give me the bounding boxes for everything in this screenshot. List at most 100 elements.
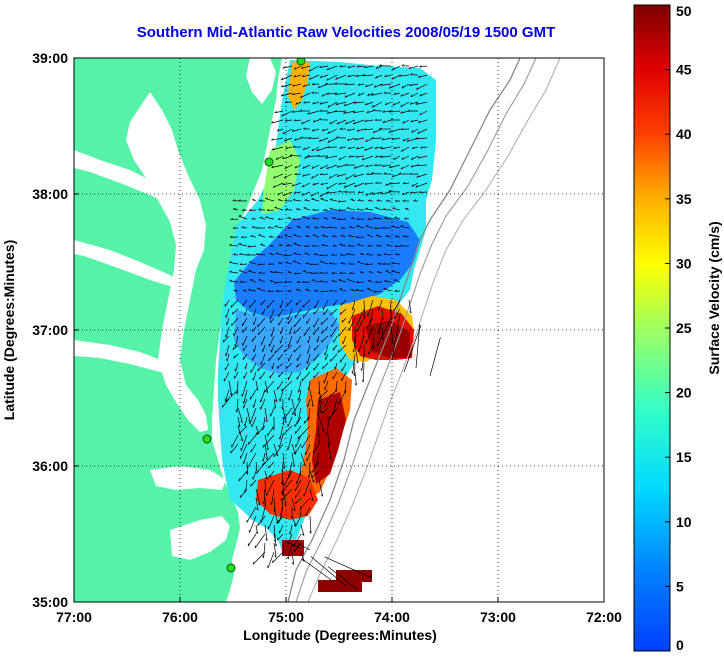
velocity-arrow	[327, 137, 338, 143]
velocity-arrow	[259, 371, 266, 380]
velocity-arrow	[343, 110, 356, 114]
velocity-arrow-head	[261, 349, 264, 352]
velocity-arrow	[307, 335, 311, 344]
velocity-arrow	[283, 254, 293, 257]
velocity-arrow-head	[271, 366, 273, 369]
colorbar-tick-label: 30	[676, 255, 692, 271]
y-axis-label: Latitude (Degrees:Minutes)	[1, 240, 17, 420]
velocity-arrow	[343, 101, 356, 107]
velocity-arrow-head	[395, 199, 398, 202]
velocity-arrow-head	[321, 128, 325, 132]
velocity-arrow	[295, 425, 302, 435]
velocity-arrow	[285, 119, 293, 122]
velocity-arrow	[295, 434, 302, 448]
velocity-arrow-head	[348, 146, 351, 150]
velocity-arrow-head	[337, 217, 341, 220]
velocity-arrow	[322, 235, 329, 238]
velocity-arrow	[292, 533, 302, 548]
velocity-arrow	[268, 470, 275, 478]
velocity-arrow-head	[248, 270, 251, 272]
velocity-arrow-head	[318, 139, 322, 142]
velocity-arrow	[268, 353, 275, 362]
velocity-arrow-head	[313, 289, 317, 292]
velocity-arrow	[353, 335, 356, 353]
velocity-arrow-head	[339, 127, 343, 130]
velocity-arrow-head	[299, 506, 302, 509]
velocity-arrow-head	[336, 174, 340, 177]
velocity-arrow	[352, 353, 356, 374]
velocity-arrow	[364, 65, 374, 69]
velocity-arrow	[295, 488, 302, 499]
velocity-arrow-head	[326, 186, 329, 190]
velocity-arrow	[319, 137, 329, 142]
velocity-arrow	[285, 362, 293, 370]
velocity-arrow	[354, 101, 365, 104]
velocity-arrow-head	[232, 311, 234, 315]
velocity-arrow-head	[238, 478, 240, 482]
velocity-arrow	[257, 317, 266, 328]
velocity-arrow-head	[284, 138, 287, 142]
bathymetry-contour-2	[295, 58, 537, 602]
velocity-arrow	[250, 235, 257, 238]
velocity-arrow	[319, 191, 329, 198]
velocity-arrow-head	[311, 166, 314, 169]
velocity-arrow	[249, 389, 257, 400]
velocity-arrow-head	[284, 175, 286, 179]
velocity-arrow-head	[233, 207, 236, 210]
velocity-arrow	[282, 407, 287, 423]
velocity-arrow	[277, 191, 284, 196]
velocity-arrow-head	[319, 65, 322, 68]
velocity-arrow	[369, 308, 374, 324]
velocity-arrow	[255, 497, 259, 511]
velocity-arrow-head	[353, 373, 355, 376]
velocity-arrow	[259, 217, 266, 220]
velocity-arrow-head	[381, 138, 385, 141]
velocity-arrow	[296, 353, 302, 361]
velocity-arrow	[282, 128, 293, 135]
velocity-arrow	[293, 243, 302, 247]
velocity-arrow	[364, 119, 374, 122]
velocity-arrow	[229, 262, 239, 265]
velocity-arrow	[312, 218, 320, 220]
velocity-arrow	[278, 308, 284, 317]
velocity-arrow	[253, 398, 257, 408]
velocity-arrow	[381, 308, 384, 321]
velocity-arrow	[318, 83, 329, 89]
velocity-arrow	[393, 279, 401, 283]
velocity-arrow-head	[346, 207, 350, 209]
velocity-arrow-head	[257, 263, 261, 266]
velocity-arrow-head	[282, 552, 285, 556]
velocity-arrow-head	[393, 92, 396, 95]
velocity-arrow-head	[238, 199, 241, 202]
velocity-arrow	[305, 443, 311, 456]
velocity-arrow-head	[318, 396, 321, 399]
velocity-arrow	[400, 101, 410, 108]
velocity-arrow-head	[293, 242, 297, 244]
velocity-arrow-head	[305, 288, 309, 290]
velocity-arrow-head	[286, 447, 289, 451]
velocity-arrow	[255, 380, 259, 391]
velocity-arrow-head	[280, 498, 282, 501]
velocity-arrow-head	[259, 199, 262, 202]
velocity-arrow	[294, 119, 302, 122]
velocity-arrow	[282, 65, 293, 69]
velocity-arrow	[418, 74, 428, 78]
velocity-arrow	[294, 416, 302, 427]
velocity-arrow	[239, 253, 248, 256]
velocity-arrow-head	[293, 252, 296, 254]
velocity-arrow-head	[265, 390, 269, 394]
velocity-arrow-head	[409, 73, 413, 76]
velocity-arrow	[285, 146, 293, 150]
velocity-arrow	[276, 362, 284, 369]
velocity-arrow	[339, 146, 347, 149]
velocity-arrow-head	[281, 85, 284, 88]
velocity-arrow-head	[344, 163, 348, 166]
velocity-arrow	[247, 289, 257, 292]
velocity-arrow	[281, 92, 293, 97]
velocity-arrow-head	[366, 172, 369, 175]
velocity-arrow	[311, 279, 320, 283]
velocity-arrow	[410, 191, 419, 194]
velocity-arrow	[274, 344, 284, 354]
velocity-arrow-head	[320, 197, 324, 200]
velocity-arrow	[399, 74, 410, 77]
